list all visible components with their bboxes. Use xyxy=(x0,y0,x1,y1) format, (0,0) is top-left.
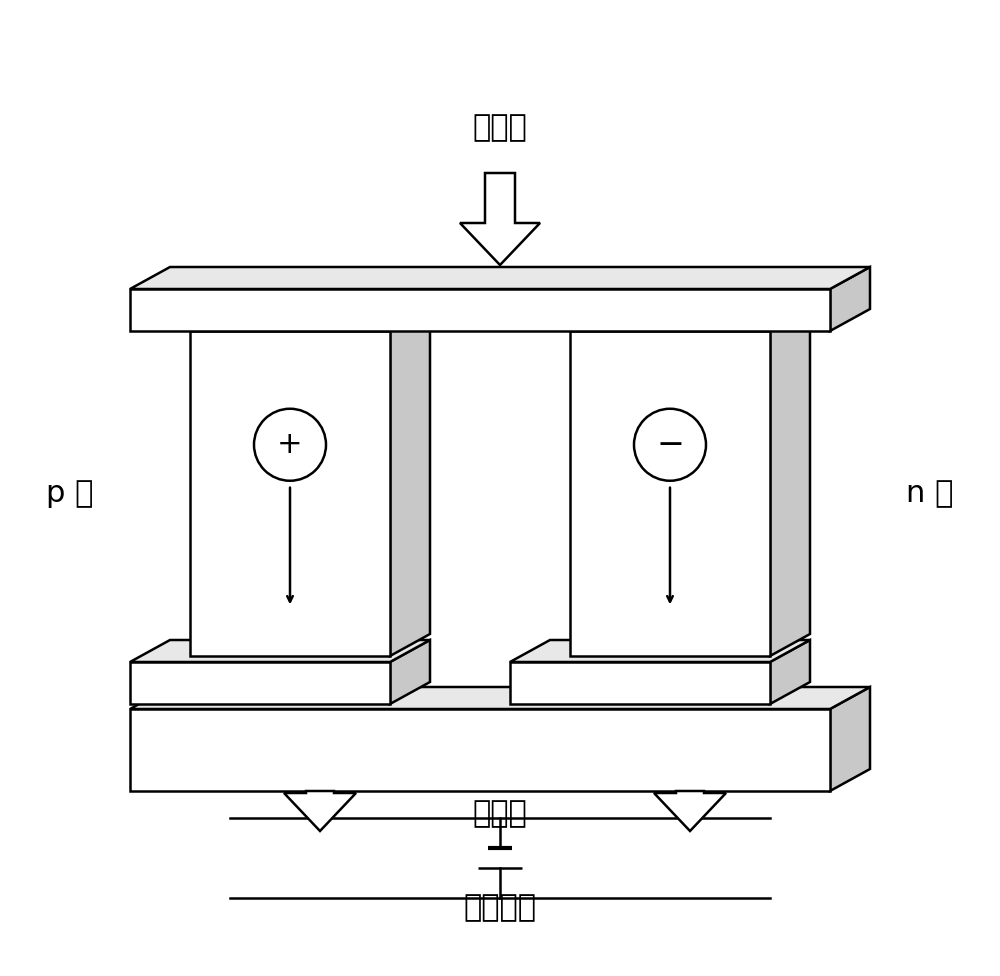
Text: +: + xyxy=(277,430,303,460)
Polygon shape xyxy=(654,791,726,831)
Polygon shape xyxy=(510,662,770,704)
Text: 施加电压: 施加电压 xyxy=(464,893,536,922)
Polygon shape xyxy=(830,687,870,791)
Polygon shape xyxy=(570,331,770,656)
Text: −: − xyxy=(656,428,684,462)
Polygon shape xyxy=(830,267,870,331)
Polygon shape xyxy=(390,640,430,704)
Text: 产生热: 产生热 xyxy=(473,799,527,829)
Polygon shape xyxy=(770,309,810,656)
Polygon shape xyxy=(770,640,810,704)
Polygon shape xyxy=(130,640,430,662)
Text: 吸收热: 吸收热 xyxy=(473,113,527,142)
Polygon shape xyxy=(460,173,540,265)
Circle shape xyxy=(634,409,706,481)
Text: p 型: p 型 xyxy=(46,479,94,508)
Polygon shape xyxy=(510,640,810,662)
Polygon shape xyxy=(190,331,390,656)
Polygon shape xyxy=(390,309,430,656)
Circle shape xyxy=(254,409,326,481)
Polygon shape xyxy=(130,267,870,289)
Polygon shape xyxy=(284,791,356,831)
Polygon shape xyxy=(130,289,830,331)
Text: n 型: n 型 xyxy=(906,479,954,508)
Polygon shape xyxy=(130,687,870,709)
Polygon shape xyxy=(130,662,390,704)
Polygon shape xyxy=(570,309,810,331)
Polygon shape xyxy=(130,709,830,791)
Polygon shape xyxy=(190,309,430,331)
